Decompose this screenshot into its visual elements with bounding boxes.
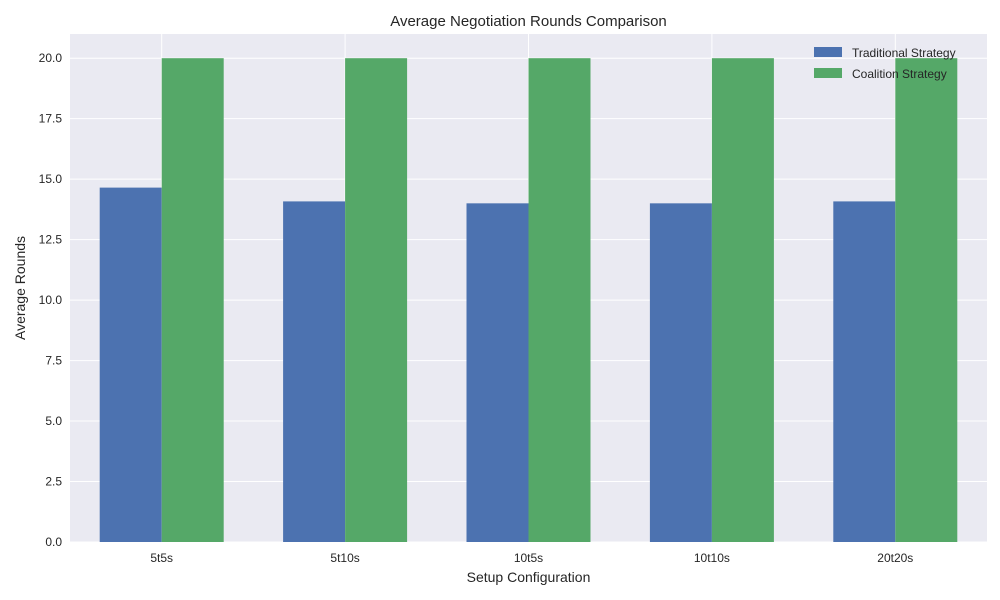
bar-10t10s-series-1 xyxy=(711,58,774,542)
x-tick-label: 5t10s xyxy=(330,551,359,565)
bar-5t5s-series-1 xyxy=(161,58,224,542)
x-axis-title: Setup Configuration xyxy=(467,569,591,585)
legend: Traditional Strategy Coalition Strategy xyxy=(814,46,956,81)
y-tick-label: 2.5 xyxy=(45,475,62,489)
y-tick-label: 7.5 xyxy=(45,354,62,368)
y-tick-label: 17.5 xyxy=(39,112,63,126)
x-tick-label: 20t20s xyxy=(877,551,913,565)
y-axis-ticks: 0.0 2.5 5.0 7.5 10.0 12.5 15.0 17.5 20.0 xyxy=(39,51,63,549)
y-tick-label: 12.5 xyxy=(39,233,63,247)
legend-swatch-coalition xyxy=(814,68,842,78)
x-tick-label: 10t10s xyxy=(694,551,730,565)
y-tick-label: 15.0 xyxy=(39,172,63,186)
y-tick-label: 20.0 xyxy=(39,51,63,65)
legend-label-coalition: Coalition Strategy xyxy=(852,67,947,81)
chart-title: Average Negotiation Rounds Comparison xyxy=(390,13,667,30)
legend-swatch-traditional xyxy=(814,47,842,57)
bar-10t5s-series-0 xyxy=(466,203,529,543)
y-tick-label: 0.0 xyxy=(45,535,62,549)
x-tick-label: 10t5s xyxy=(514,551,543,565)
bar-5t5s-series-0 xyxy=(99,187,162,542)
bar-10t5s-series-1 xyxy=(528,58,591,542)
bar-20t20s-series-1 xyxy=(895,58,958,542)
bar-20t20s-series-0 xyxy=(833,201,896,542)
bar-5t10s-series-0 xyxy=(283,201,346,542)
bar-5t10s-series-1 xyxy=(345,58,408,542)
bar-10t10s-series-0 xyxy=(649,203,712,543)
bars xyxy=(99,58,958,543)
x-axis-ticks: 5t5s 5t10s 10t5s 10t10s 20t20s xyxy=(150,551,913,565)
x-tick-label: 5t5s xyxy=(150,551,173,565)
y-axis-title: Average Rounds xyxy=(12,236,28,340)
y-tick-label: 5.0 xyxy=(45,414,62,428)
legend-label-traditional: Traditional Strategy xyxy=(852,46,956,60)
y-tick-label: 10.0 xyxy=(39,293,63,307)
